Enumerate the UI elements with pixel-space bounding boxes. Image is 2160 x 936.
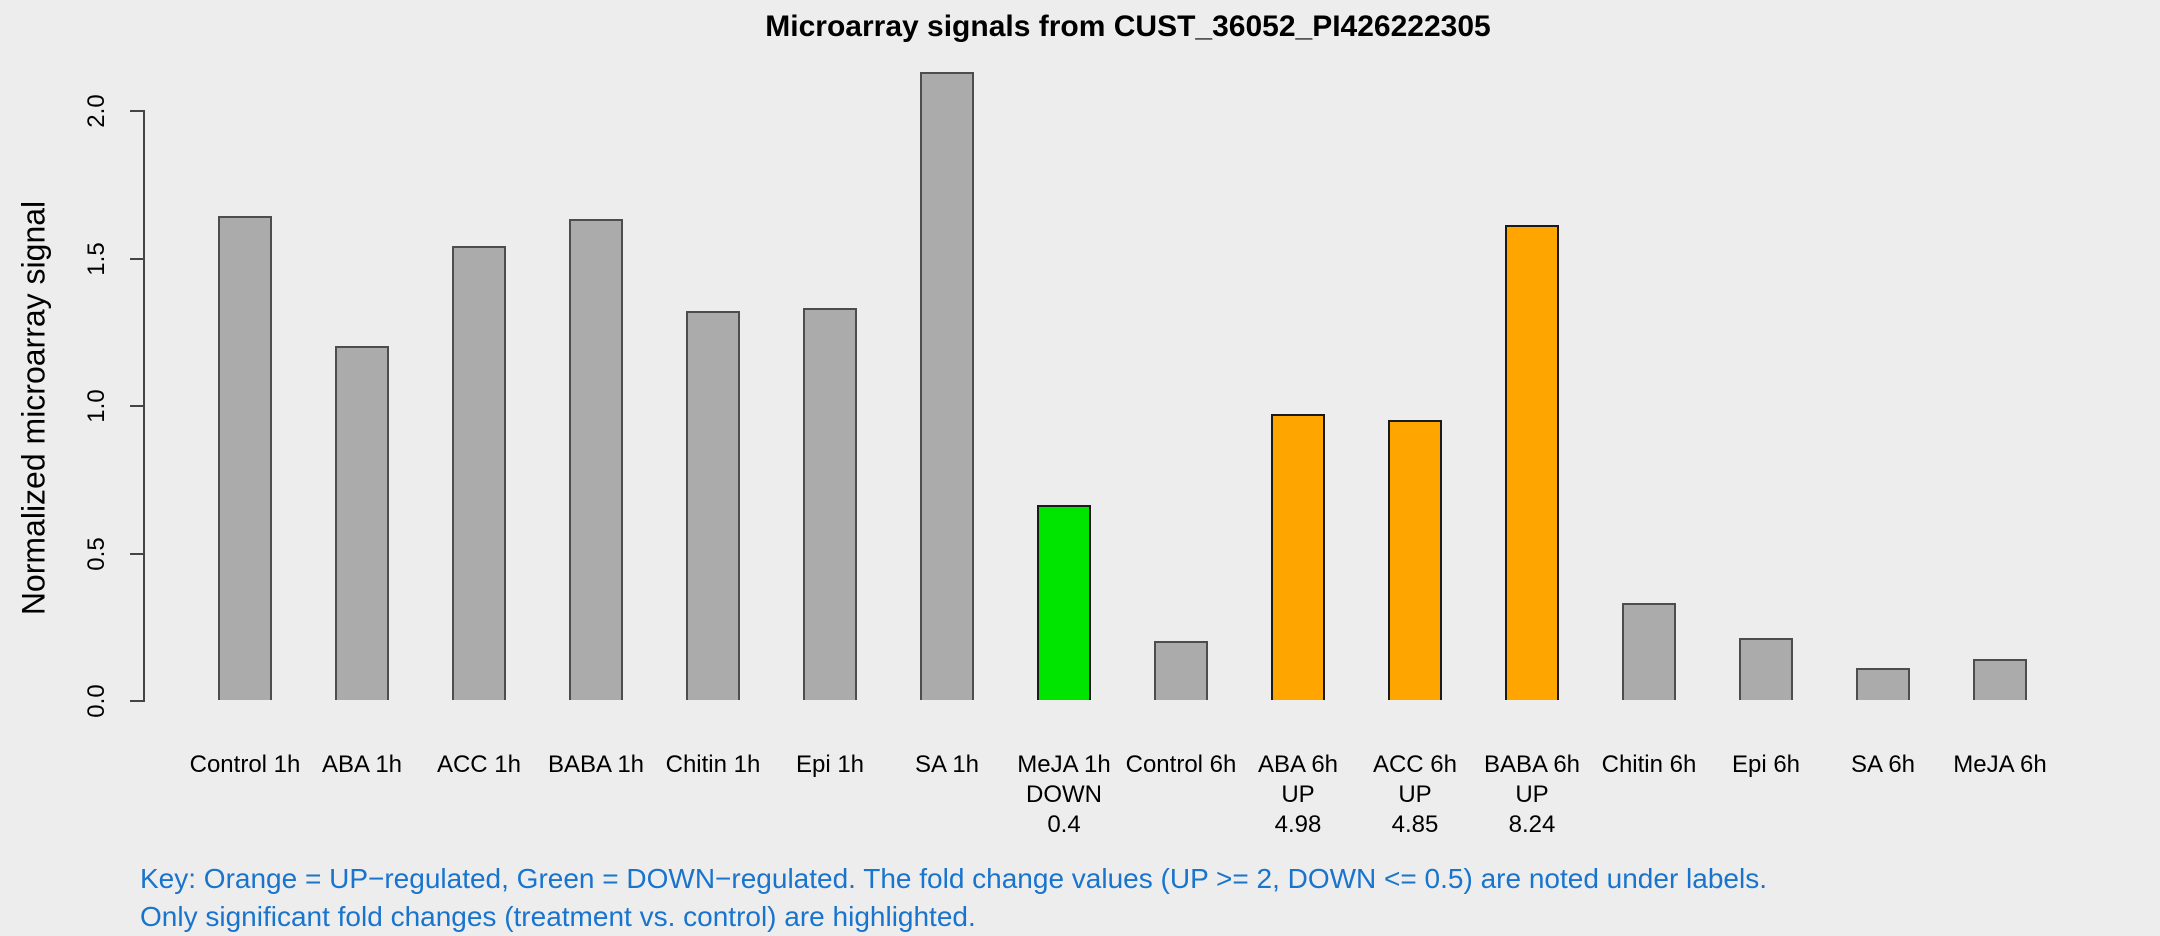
x-label-control-6h: Control 6h — [1123, 750, 1239, 780]
regulation-direction-label: UP — [1515, 781, 1549, 808]
bar-baba-6h — [1505, 225, 1559, 700]
bar-acc-1h — [452, 245, 506, 700]
y-axis-tick-label: 0.5 — [83, 536, 110, 571]
bar-control-1h — [218, 216, 272, 700]
fold-change-value: 0.4 — [1047, 811, 1081, 838]
regulation-direction-label: UP — [1281, 781, 1315, 808]
x-label-epi-6h: Epi 6h — [1708, 750, 1824, 780]
x-label-text: MeJA 6h — [1953, 751, 2047, 778]
x-label-sa-1h: SA 1h — [889, 750, 1005, 780]
x-label-text: Epi 6h — [1731, 751, 1801, 778]
y-axis-tick — [130, 110, 143, 112]
x-label-acc-6h: ACC 6h UP 4.85 — [1357, 750, 1473, 840]
x-label-aba-6h: ABA 6h UP 4.98 — [1240, 750, 1356, 840]
bar-aba-1h — [335, 346, 389, 700]
y-axis-line — [143, 110, 145, 702]
bar-sa-6h — [1856, 667, 1910, 700]
key-note-line1: Key: Orange = UP−regulated, Green = DOWN… — [140, 863, 1767, 894]
bar-baba-1h — [569, 219, 623, 700]
y-axis-tick-label: 1.0 — [83, 389, 110, 423]
bar-acc-6h — [1388, 419, 1442, 700]
y-axis-tick-label: 2.0 — [83, 94, 110, 128]
x-label-chitin-1h: Chitin 1h — [655, 750, 771, 780]
x-label-text: ACC 1h — [436, 751, 522, 778]
x-label-baba-1h: BABA 1h — [538, 750, 654, 780]
x-label-text: SA 1h — [914, 751, 980, 778]
x-label-meja-6h: MeJA 6h — [1942, 750, 2058, 780]
x-label-aba-1h: ABA 1h — [304, 750, 420, 780]
bar-meja-1h — [1037, 505, 1091, 700]
x-label-chitin-6h: Chitin 6h — [1591, 750, 1707, 780]
x-label-text: Chitin 1h — [665, 751, 761, 778]
x-label-text: Control 6h — [1125, 751, 1237, 778]
bar-meja-6h — [1973, 658, 2027, 700]
x-label-text: Chitin 6h — [1601, 751, 1697, 778]
bar-control-6h — [1154, 641, 1208, 700]
y-axis-tick — [130, 552, 143, 555]
x-label-sa-6h: SA 6h — [1825, 750, 1941, 780]
y-axis-tick — [130, 405, 143, 407]
chart-title: Microarray signals from CUST_36052_PI426… — [765, 10, 1491, 43]
x-label-text: SA 6h — [1850, 751, 1916, 778]
bar-chitin-6h — [1622, 602, 1676, 700]
x-label-text: BABA 6h — [1483, 751, 1581, 778]
regulation-direction-label: UP — [1398, 781, 1432, 808]
key-note: Key: Orange = UP−regulated, Green = DOWN… — [140, 860, 1767, 936]
y-axis-tick-label: 1.5 — [83, 241, 110, 276]
x-label-baba-6h: BABA 6h UP 8.24 — [1474, 750, 1590, 840]
bar-epi-1h — [803, 307, 857, 700]
x-label-text: Control 1h — [189, 751, 301, 778]
x-label-control-1h: Control 1h — [187, 750, 303, 780]
y-axis-title: Normalized microarray signal — [15, 200, 52, 616]
bar-epi-6h — [1739, 638, 1793, 700]
y-axis-tick-label: 0.0 — [83, 684, 110, 718]
y-axis-tick — [130, 700, 143, 702]
bar-aba-6h — [1271, 413, 1325, 700]
key-note-line2: Only significant fold changes (treatment… — [140, 901, 976, 932]
fold-change-value: 4.85 — [1391, 811, 1439, 838]
fold-change-value: 8.24 — [1508, 811, 1556, 838]
y-axis-tick — [130, 257, 143, 260]
regulation-direction-label: DOWN — [1026, 781, 1102, 808]
x-label-acc-1h: ACC 1h — [421, 750, 537, 780]
x-label-text: ABA 1h — [321, 751, 403, 778]
x-label-epi-1h: Epi 1h — [772, 750, 888, 780]
x-label-meja-1h: MeJA 1h DOWN 0.4 — [1006, 750, 1122, 840]
x-label-text: ACC 6h — [1372, 751, 1458, 778]
bar-chitin-1h — [686, 310, 740, 700]
x-label-text: ABA 6h — [1257, 751, 1339, 778]
x-label-text: MeJA 1h — [1017, 751, 1111, 778]
fold-change-value: 4.98 — [1274, 811, 1322, 838]
bar-sa-1h — [920, 71, 974, 700]
x-label-text: Epi 1h — [795, 751, 865, 778]
x-label-text: BABA 1h — [547, 751, 645, 778]
